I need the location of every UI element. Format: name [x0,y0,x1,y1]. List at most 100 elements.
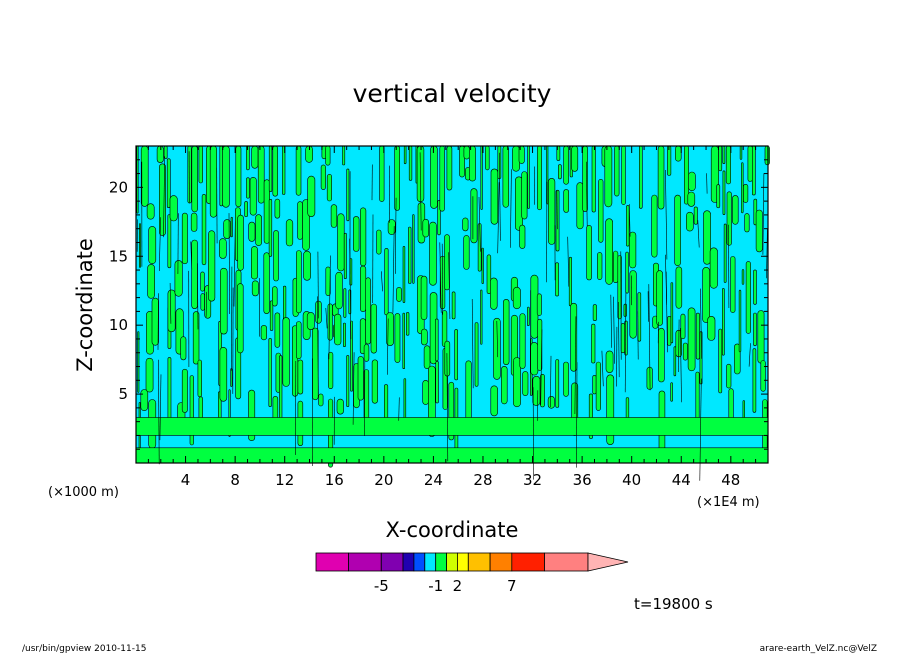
field-cell [753,269,757,305]
field-cell [656,270,663,326]
field-cell [571,145,579,172]
field-cell [444,234,450,291]
field-cell [268,338,272,407]
field-cell [181,368,188,413]
field-cell [490,168,499,225]
field-cell [244,201,249,217]
field-cell [530,342,539,376]
field-cell [446,145,453,191]
field-cell [747,145,753,182]
x-tick-label: 24 [424,471,443,489]
colorbar-segment [446,552,458,572]
x-tick-label: 20 [374,471,393,489]
colorbar-tick-label: -1 [428,577,443,595]
field-cell [343,232,347,279]
field-cell [685,211,694,232]
contour-line [392,226,395,314]
field-cell [624,320,628,356]
field-cell [200,293,205,311]
contour-line [497,182,500,254]
field-cell [363,344,370,362]
field-cell [637,292,642,342]
field-cell [405,312,410,336]
contour-line [576,362,578,468]
field-cell [422,218,429,238]
field-cell [140,389,149,412]
field-cell [269,300,274,331]
field-cell [576,182,584,230]
footer-left: /usr/bin/gpview 2010-11-15 [22,644,146,654]
field-cell [191,145,198,213]
field-cell [707,315,716,341]
field-cell [295,321,302,360]
field-cell [198,145,203,184]
field-cell [223,219,231,239]
field-band [135,417,769,436]
contour-line [441,243,444,315]
y-scale-note: (×1000 m) [48,485,119,500]
field-cell [687,307,696,372]
field-cell [318,393,324,407]
x-tick-label: 32 [523,471,542,489]
field-cell [219,346,228,402]
field-cell [680,313,686,340]
field-cell [682,342,688,361]
field-cell [721,288,725,356]
field-cell [201,194,207,266]
contour-line [601,350,604,387]
field-cell [674,194,681,267]
contour-line [158,359,160,465]
field-cell [320,164,326,190]
field-cell [670,382,673,402]
field-cell [605,218,613,285]
field-cell [325,145,331,166]
field-cell [725,145,732,185]
field-cell [693,206,698,225]
contour-line [159,217,161,272]
field-cell [760,360,766,392]
colorbar-segment [315,552,349,572]
field-cell [468,145,476,182]
field-cell [752,348,757,413]
field-cell [251,280,259,297]
field-cell [260,324,268,341]
field-cell [629,270,637,339]
field-cell [396,286,402,302]
field-cell [230,216,233,238]
y-axis-title: Z-coordinate [73,238,97,372]
field-cell [512,286,521,310]
field-cell [651,194,658,258]
field-cell [555,189,560,252]
field-cell [687,191,696,207]
colorbar-segment [435,552,448,572]
field-cell [755,209,763,253]
field-cell [174,260,183,297]
field-cell [485,145,490,171]
contour-line [586,161,588,227]
field-cell [502,298,510,365]
contour-line [478,196,481,252]
field-cell [337,213,345,272]
field-cell [490,277,498,310]
field-cell [532,375,541,406]
field-cell [220,267,228,335]
field-cell [274,312,281,348]
contour-line [446,353,449,462]
field-cell [297,201,303,240]
colorbar-segment [413,552,426,572]
contour-line [706,173,708,194]
field-cell [612,250,619,284]
field-cell [140,145,149,207]
field-cell [394,145,401,211]
field-cell [481,247,484,285]
colorbar-segment [489,552,513,572]
field-cell [326,174,333,202]
y-tick-label: 20 [109,178,128,196]
field-cell [623,303,627,317]
field-cell [745,261,751,334]
field-cell [439,145,445,212]
contour-line [317,251,319,319]
field-cell [621,145,626,205]
field-cell [255,214,262,247]
x-tick-label: 28 [473,471,492,489]
